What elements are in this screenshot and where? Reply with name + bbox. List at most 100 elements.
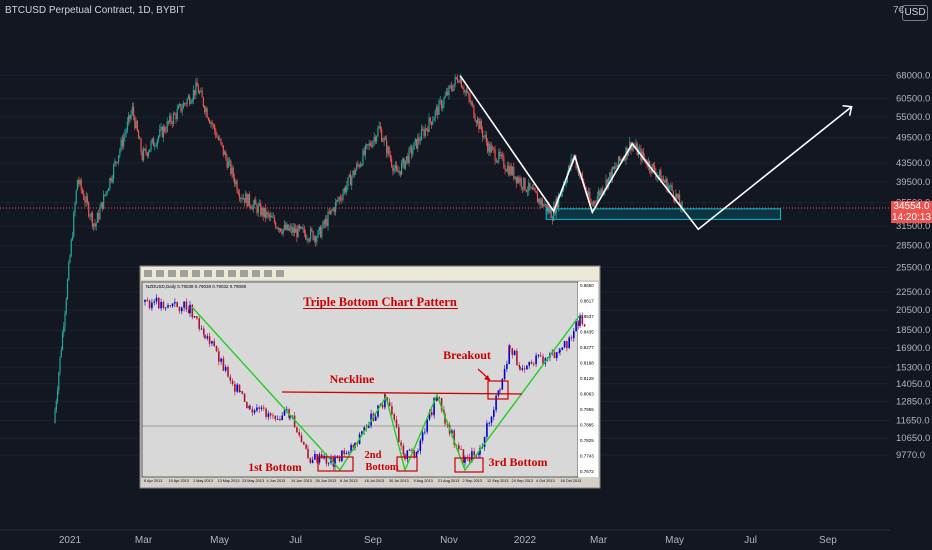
candle-body bbox=[126, 121, 128, 131]
inset-candle-body bbox=[431, 412, 433, 416]
candle-body bbox=[371, 145, 373, 147]
inset-time-label: 30 Jul 2013 bbox=[389, 479, 409, 483]
inset-breakout-box bbox=[487, 380, 509, 400]
inset-candle-body bbox=[537, 355, 540, 357]
candle-body bbox=[174, 113, 176, 115]
candle-body bbox=[200, 90, 202, 92]
inset-toolbar-icon bbox=[156, 270, 164, 277]
candle-body bbox=[657, 175, 659, 177]
inset-time-label: 8 Apr 2013 bbox=[144, 479, 162, 483]
candle-body bbox=[399, 171, 401, 175]
inset-price-label: 0.8537 bbox=[580, 314, 594, 319]
candle-body bbox=[182, 103, 185, 109]
inset-candle-body bbox=[343, 450, 345, 455]
candle-body bbox=[437, 107, 439, 115]
inset-candle-body bbox=[258, 407, 260, 409]
candle-body bbox=[386, 139, 388, 154]
inset-bottom3-box bbox=[454, 457, 484, 473]
inset-candle-body bbox=[521, 368, 524, 370]
candle-body bbox=[644, 157, 646, 159]
candle-body bbox=[221, 142, 223, 146]
candle-body bbox=[662, 178, 664, 181]
candle-body bbox=[266, 212, 268, 218]
candle-body bbox=[605, 179, 607, 189]
currency-badge[interactable]: USD bbox=[902, 5, 928, 21]
candle-body bbox=[191, 99, 193, 103]
inset-candle-body bbox=[318, 454, 321, 463]
candle-body bbox=[438, 100, 440, 115]
inset-candle-body bbox=[460, 449, 462, 450]
support-zone-box bbox=[545, 208, 782, 220]
time-axis-label: 2021 bbox=[59, 535, 82, 546]
candle-body bbox=[190, 102, 192, 104]
candle-body bbox=[619, 156, 621, 161]
candle-body bbox=[59, 356, 61, 374]
inset-price-label: 0.7825 bbox=[580, 438, 594, 443]
inset-candle-body bbox=[350, 444, 352, 453]
candle-body bbox=[96, 213, 99, 223]
candle-body bbox=[86, 196, 89, 203]
inset-candle-body bbox=[464, 457, 466, 463]
candle-body bbox=[233, 177, 236, 184]
candle-body bbox=[672, 190, 674, 198]
price-axis-label: 39500.0 bbox=[896, 177, 930, 188]
candle-body bbox=[243, 198, 246, 203]
inset-bottom1-box bbox=[317, 456, 354, 472]
candle-body bbox=[358, 164, 360, 167]
inset-candle-body bbox=[341, 450, 343, 462]
inset-candle-body bbox=[171, 303, 174, 307]
candle-body bbox=[569, 165, 571, 168]
inset-candle-body bbox=[583, 324, 586, 327]
inset-candle-body bbox=[568, 337, 570, 349]
inset-candle-body bbox=[361, 431, 363, 435]
candle-body bbox=[514, 176, 516, 179]
candle-body bbox=[149, 149, 151, 152]
time-axis-label: Mar bbox=[135, 535, 153, 546]
candle-body bbox=[108, 188, 110, 192]
inset-candle-body bbox=[400, 442, 402, 446]
inset-candle-body bbox=[495, 395, 497, 411]
inset-time-label: 26 Jun 2013 bbox=[316, 479, 337, 483]
candle-body bbox=[313, 236, 315, 240]
candle-body bbox=[654, 165, 656, 173]
symbol-title[interactable]: BTCUSD Perpetual Contract, 1D, BYBIT bbox=[5, 5, 186, 16]
candle-body bbox=[539, 198, 541, 205]
inset-candle-body bbox=[533, 363, 535, 365]
candle-body bbox=[185, 103, 187, 105]
candle-body bbox=[484, 135, 486, 137]
candle-body bbox=[147, 151, 150, 156]
candle-body bbox=[493, 147, 495, 150]
candle-body bbox=[95, 222, 97, 227]
inset-candle-body bbox=[388, 402, 391, 407]
candle-body bbox=[428, 117, 430, 132]
inset-candle-body bbox=[471, 451, 473, 462]
candle-body bbox=[528, 182, 530, 192]
candle-body bbox=[531, 187, 534, 190]
inset-candle-body bbox=[327, 462, 330, 464]
candle-body bbox=[520, 178, 522, 187]
candle-body bbox=[681, 201, 683, 209]
inset-candle-body bbox=[211, 341, 213, 344]
candle-body bbox=[587, 191, 590, 197]
inset-candle-body bbox=[411, 449, 413, 451]
inset-candle-body bbox=[325, 455, 328, 464]
candle-body bbox=[256, 204, 258, 213]
candle-body bbox=[565, 182, 567, 184]
candle-body bbox=[367, 144, 369, 146]
candle-body bbox=[83, 193, 85, 200]
candle-body bbox=[422, 129, 424, 131]
candle-body bbox=[447, 91, 449, 96]
candle-body bbox=[91, 212, 94, 227]
candle-body bbox=[276, 227, 278, 229]
candle-body bbox=[491, 146, 494, 148]
inset-candle-body bbox=[556, 352, 558, 359]
inset-candle-body bbox=[243, 393, 246, 402]
candle-body bbox=[408, 148, 410, 164]
candle-body bbox=[162, 126, 165, 138]
inset-candle-body bbox=[231, 380, 234, 385]
candle-body bbox=[130, 113, 132, 119]
candle-body bbox=[518, 177, 520, 183]
candle-body bbox=[73, 212, 75, 237]
candle-body bbox=[341, 198, 343, 200]
